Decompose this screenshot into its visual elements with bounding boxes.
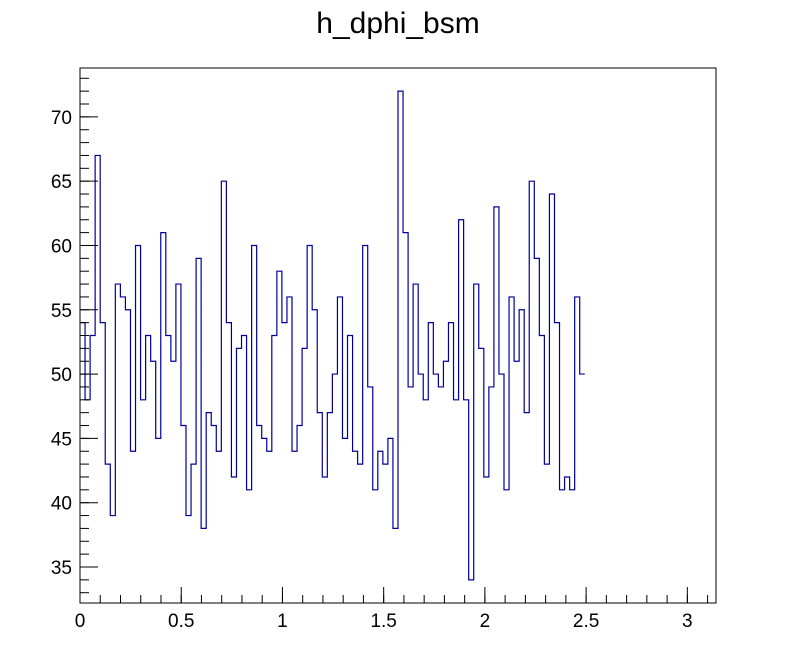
histogram-layer (80, 90, 585, 581)
x-tick-label: 1 (277, 611, 288, 632)
x-tick-label: 2.5 (573, 611, 599, 632)
y-tick-label: 70 (51, 108, 72, 129)
histogram-series-line (80, 90, 585, 581)
y-tick-label: 55 (51, 301, 72, 322)
x-tick-label: 3 (682, 611, 693, 632)
x-tick-label: 1.5 (370, 611, 396, 632)
y-tick-label: 50 (51, 365, 72, 386)
y-tick-label: 35 (51, 558, 72, 579)
x-tick-label: 2 (480, 611, 491, 632)
plot-frame (79, 67, 717, 604)
chart-title: h_dphi_bsm (316, 7, 479, 40)
axis-layer: 0 0.5 1 1.5 2 2.5 3 35 40 45 50 55 60 65 70 (51, 77, 709, 632)
y-tick-label: 60 (51, 236, 72, 257)
y-tick-label: 40 (51, 494, 72, 515)
y-tick-label: 45 (51, 429, 72, 450)
x-tick-label: 0 (75, 611, 86, 632)
x-tick-label: 0.5 (168, 611, 194, 632)
y-tick-label: 65 (51, 172, 72, 193)
